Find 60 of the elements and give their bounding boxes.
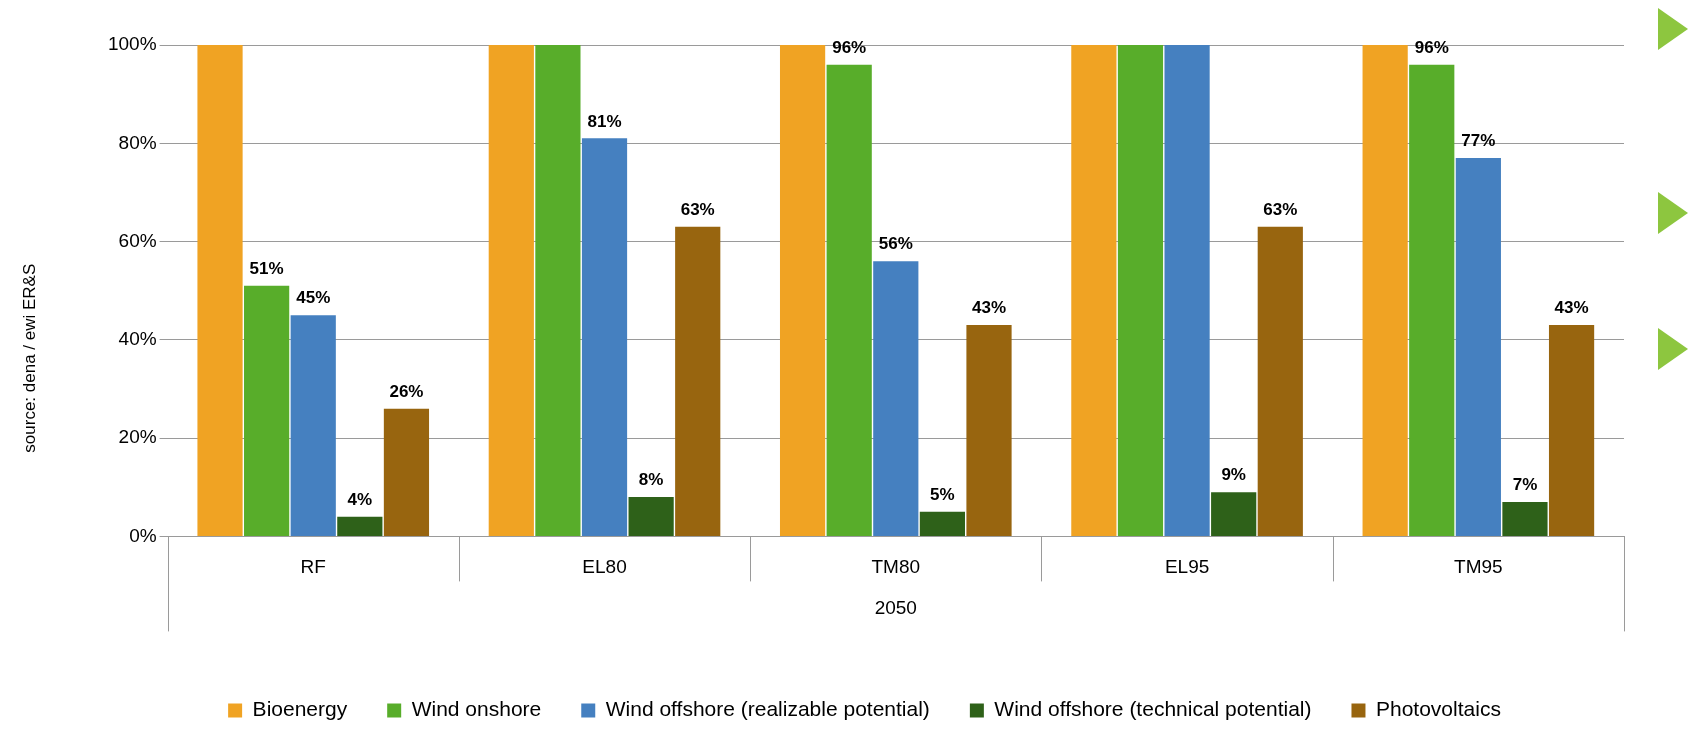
legend-label: Wind offshore (technical potential) [994,697,1312,721]
data-label: 43% [1554,298,1589,318]
y-tick-label: 100% [107,33,157,55]
legend-label: Bioenergy [252,697,348,721]
bar [1257,226,1303,536]
source-note: source: dena / ewi ER&S [19,263,39,453]
data-label: 81% [587,111,622,131]
data-label: 5% [930,485,955,505]
bar [966,325,1012,536]
data-label: 56% [878,234,913,254]
data-label: 4% [347,489,373,509]
bar [337,516,383,536]
data-label: 45% [296,288,331,308]
data-label: 63% [1263,200,1298,220]
bar [1117,45,1164,536]
data-label: 96% [832,37,867,57]
data-label: 43% [971,298,1007,318]
bar [383,408,430,536]
bar [581,138,628,536]
bar [1362,45,1408,536]
bar [1071,45,1117,536]
legend-label: Wind offshore (realizable potential) [605,697,930,721]
x-tick-label: RF [300,556,326,578]
bar [675,226,721,536]
data-label: 8% [638,470,664,490]
bar [1502,502,1548,536]
bar [779,45,826,536]
data-label: 51% [249,258,284,278]
y-tick-label: 40% [118,328,157,350]
x-tick-label: EL95 [1164,556,1210,578]
bar [628,497,674,536]
bar [919,511,966,536]
bar [1164,45,1210,536]
data-label: 96% [1414,37,1449,57]
bar [244,285,290,536]
bar [826,64,872,536]
bar [290,315,336,536]
data-label: 9% [1221,465,1246,485]
bar [488,45,534,536]
legend-label: Wind onshore [411,697,542,721]
y-tick-label: 0% [129,524,157,546]
legend-label: Photovoltaics [1375,697,1501,721]
data-label: 63% [680,200,715,220]
bar [1409,64,1455,536]
bar [873,261,919,536]
data-label: 26% [389,381,424,401]
y-tick-label: 80% [118,131,157,153]
bar [535,45,581,536]
bar [1455,158,1501,536]
x-tick-label: TM95 [1454,556,1503,578]
x-axis-title: 2050 [874,596,917,618]
x-tick-label: TM80 [871,556,921,578]
bar [1548,325,1595,536]
x-tick-label: EL80 [582,556,627,578]
data-label: 77% [1461,131,1496,151]
data-label: 7% [1512,475,1538,495]
bar [1211,492,1257,536]
y-tick-label: 60% [118,229,157,251]
y-tick-label: 20% [118,426,157,448]
bar [197,45,243,536]
